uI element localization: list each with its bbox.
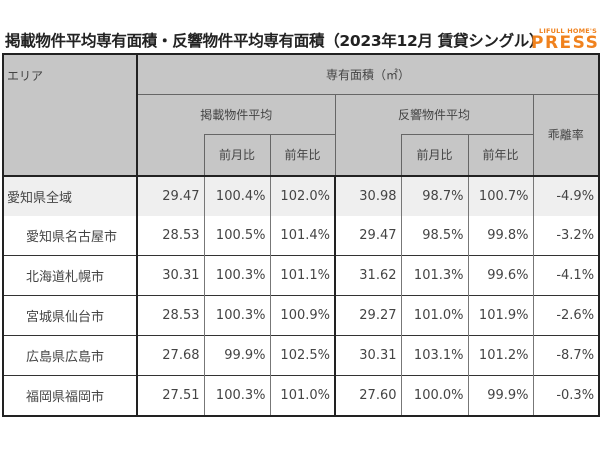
gap-rate: -8.7%	[532, 335, 600, 376]
header-listing-blank	[137, 134, 205, 177]
area-name: 愛知県名古屋市	[2, 216, 138, 256]
listing-mom: 100.5%	[203, 216, 271, 256]
table-row: 愛知県名古屋市 28.53 100.5% 101.4% 29.47 98.5% …	[2, 216, 600, 256]
gap-rate: -4.1%	[532, 255, 600, 296]
header-response-group: 反響物件平均	[334, 93, 534, 134]
area-name: 広島県広島市	[2, 335, 138, 376]
response-yoy: 101.2%	[467, 335, 534, 376]
header-gap: 乖離率	[532, 93, 600, 177]
listing-yoy: 101.4%	[269, 216, 336, 256]
gap-rate: -3.2%	[532, 216, 600, 256]
listing-area: 29.47	[136, 175, 205, 216]
response-mom: 103.1%	[400, 335, 469, 376]
response-mom: 98.7%	[400, 175, 469, 216]
listing-area: 28.53	[136, 295, 205, 336]
header-listing-mom: 前月比	[203, 133, 271, 177]
listing-yoy: 101.1%	[269, 255, 336, 296]
listing-mom: 99.9%	[203, 335, 271, 376]
listing-yoy: 100.9%	[269, 295, 336, 336]
response-area: 30.31	[334, 335, 402, 376]
brand-logo: LIFULL HOME'S PRESS	[531, 27, 600, 53]
logo-small-text: LIFULL HOME'S	[539, 27, 597, 35]
response-yoy: 99.9%	[467, 375, 534, 417]
response-mom: 101.0%	[400, 295, 469, 336]
listing-yoy: 101.0%	[269, 375, 336, 417]
page-title: 掲載物件平均専有面積・反響物件平均専有面積（2023年12月 賃貸シングル）	[5, 32, 545, 50]
response-area: 27.60	[334, 375, 402, 417]
area-name: 愛知県全域	[2, 175, 138, 216]
response-yoy: 101.9%	[467, 295, 534, 336]
listing-mom: 100.3%	[203, 375, 271, 417]
listing-area: 28.53	[136, 216, 205, 256]
header-response-blank	[334, 134, 402, 177]
table-row: 北海道札幌市 30.31 100.3% 101.1% 31.62 101.3% …	[2, 255, 600, 296]
listing-mom: 100.3%	[203, 295, 271, 336]
gap-rate: -2.6%	[532, 295, 600, 336]
response-area: 29.47	[334, 216, 402, 256]
response-yoy: 99.8%	[467, 216, 534, 256]
table-row: 広島県広島市 27.68 99.9% 102.5% 30.31 103.1% 1…	[2, 335, 600, 376]
area-name: 福岡県福岡市	[2, 375, 138, 417]
response-mom: 101.3%	[400, 255, 469, 296]
header-response-yoy: 前年比	[467, 133, 534, 177]
response-area: 29.27	[334, 295, 402, 336]
table-row: 愛知県全域 29.47 100.4% 102.0% 30.98 98.7% 10…	[2, 175, 600, 216]
header-listing-group: 掲載物件平均	[136, 93, 336, 134]
response-yoy: 100.7%	[467, 175, 534, 216]
listing-mom: 100.3%	[203, 255, 271, 296]
listing-area: 27.68	[136, 335, 205, 376]
response-area: 31.62	[334, 255, 402, 296]
listing-area: 27.51	[136, 375, 205, 417]
listing-mom: 100.4%	[203, 175, 271, 216]
response-mom: 100.0%	[400, 375, 469, 417]
gap-rate: -4.9%	[532, 175, 600, 216]
listing-yoy: 102.5%	[269, 335, 336, 376]
listing-area: 30.31	[136, 255, 205, 296]
response-yoy: 99.6%	[467, 255, 534, 296]
area-name: 北海道札幌市	[2, 255, 138, 296]
response-mom: 98.5%	[400, 216, 469, 256]
gap-rate: -0.3%	[532, 375, 600, 417]
header-response-mom: 前月比	[400, 133, 469, 177]
area-comparison-table: エリア 専有面積（㎡） 掲載物件平均 反響物件平均 乖離率 前月比 前年比 前月…	[2, 53, 600, 417]
listing-yoy: 102.0%	[269, 175, 336, 216]
header-area: エリア	[2, 53, 138, 177]
area-name: 宮城県仙台市	[2, 295, 138, 336]
logo-big-text: PRESS	[531, 33, 600, 53]
table-row: 福岡県福岡市 27.51 100.3% 101.0% 27.60 100.0% …	[2, 375, 600, 417]
table-row: 宮城県仙台市 28.53 100.3% 100.9% 29.27 101.0% …	[2, 295, 600, 336]
header-floor-area: 専有面積（㎡）	[136, 53, 600, 95]
header-listing-yoy: 前年比	[269, 133, 336, 177]
response-area: 30.98	[334, 175, 402, 216]
